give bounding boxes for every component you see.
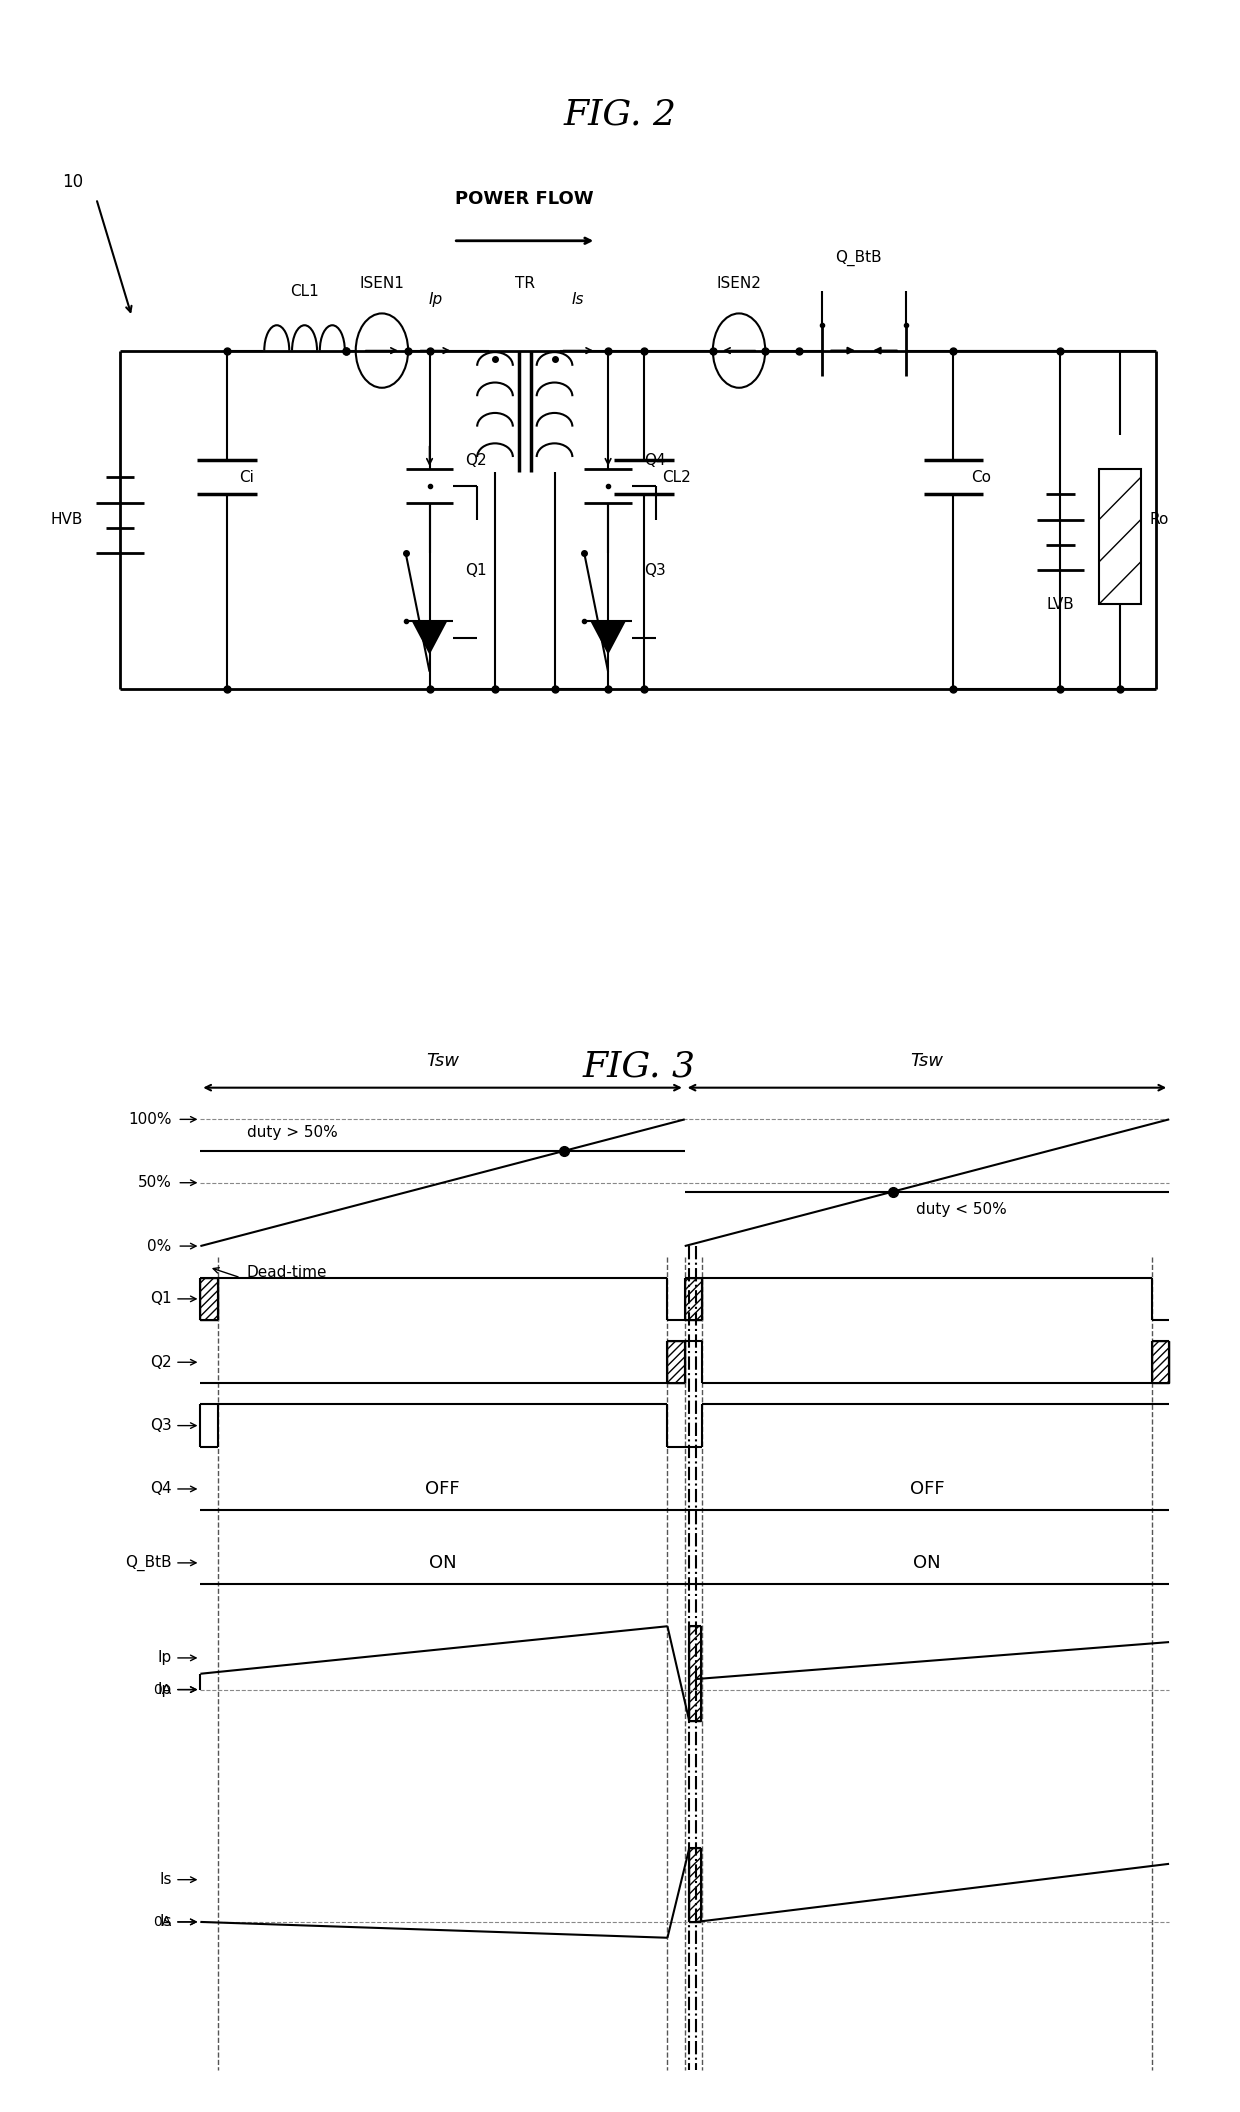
Text: 0A: 0A xyxy=(154,1916,171,1928)
Text: Q3: Q3 xyxy=(150,1417,171,1434)
Bar xyxy=(1152,1341,1169,1383)
Text: Ip: Ip xyxy=(157,1681,171,1698)
Text: CL1: CL1 xyxy=(290,283,319,300)
Text: CL2: CL2 xyxy=(662,469,691,486)
Text: Q1: Q1 xyxy=(150,1290,171,1307)
Polygon shape xyxy=(590,621,626,655)
Text: ISEN2: ISEN2 xyxy=(717,275,761,291)
Text: 10: 10 xyxy=(62,173,83,190)
Text: Dead-time: Dead-time xyxy=(247,1265,327,1280)
Text: Q_BtB: Q_BtB xyxy=(125,1554,171,1571)
Text: 0A: 0A xyxy=(154,1683,171,1696)
Text: FIG. 3: FIG. 3 xyxy=(582,1050,696,1083)
Text: Ip: Ip xyxy=(157,1649,171,1666)
Text: 0%: 0% xyxy=(148,1238,171,1255)
Text: POWER FLOW: POWER FLOW xyxy=(455,190,594,207)
Text: Is: Is xyxy=(159,1913,171,1930)
Text: Co: Co xyxy=(971,469,991,486)
Bar xyxy=(684,1278,702,1320)
Text: Q_BtB: Q_BtB xyxy=(835,249,882,266)
Text: Ci: Ci xyxy=(239,469,254,486)
Text: LVB: LVB xyxy=(1047,596,1074,612)
Text: Q2: Q2 xyxy=(150,1354,171,1371)
Text: 100%: 100% xyxy=(128,1111,171,1128)
Text: Tsw: Tsw xyxy=(427,1052,459,1071)
Text: duty > 50%: duty > 50% xyxy=(247,1126,337,1140)
Text: duty < 50%: duty < 50% xyxy=(916,1202,1007,1217)
Text: HVB: HVB xyxy=(51,511,83,528)
Bar xyxy=(201,1278,218,1320)
Text: Q1: Q1 xyxy=(465,562,487,579)
Text: Ro: Ro xyxy=(1149,511,1169,528)
Text: Is: Is xyxy=(159,1871,171,1888)
Bar xyxy=(1099,469,1141,604)
Bar xyxy=(689,1626,701,1721)
Text: OFF: OFF xyxy=(910,1481,944,1497)
Text: Q3: Q3 xyxy=(644,562,666,579)
Text: ISEN1: ISEN1 xyxy=(360,275,404,291)
Bar xyxy=(667,1341,684,1383)
Text: ON: ON xyxy=(429,1554,456,1571)
Text: Q4: Q4 xyxy=(150,1481,171,1497)
Text: FIG. 2: FIG. 2 xyxy=(563,97,677,131)
Bar xyxy=(689,1848,701,1922)
Text: ON: ON xyxy=(913,1554,941,1571)
Text: 50%: 50% xyxy=(138,1174,171,1191)
Text: Q4: Q4 xyxy=(644,452,666,469)
Text: TR: TR xyxy=(515,275,534,291)
Polygon shape xyxy=(412,621,448,655)
Text: Ip: Ip xyxy=(429,291,443,308)
Text: Is: Is xyxy=(572,291,584,308)
Text: OFF: OFF xyxy=(425,1481,460,1497)
Text: Q2: Q2 xyxy=(465,452,487,469)
Text: Tsw: Tsw xyxy=(910,1052,944,1071)
